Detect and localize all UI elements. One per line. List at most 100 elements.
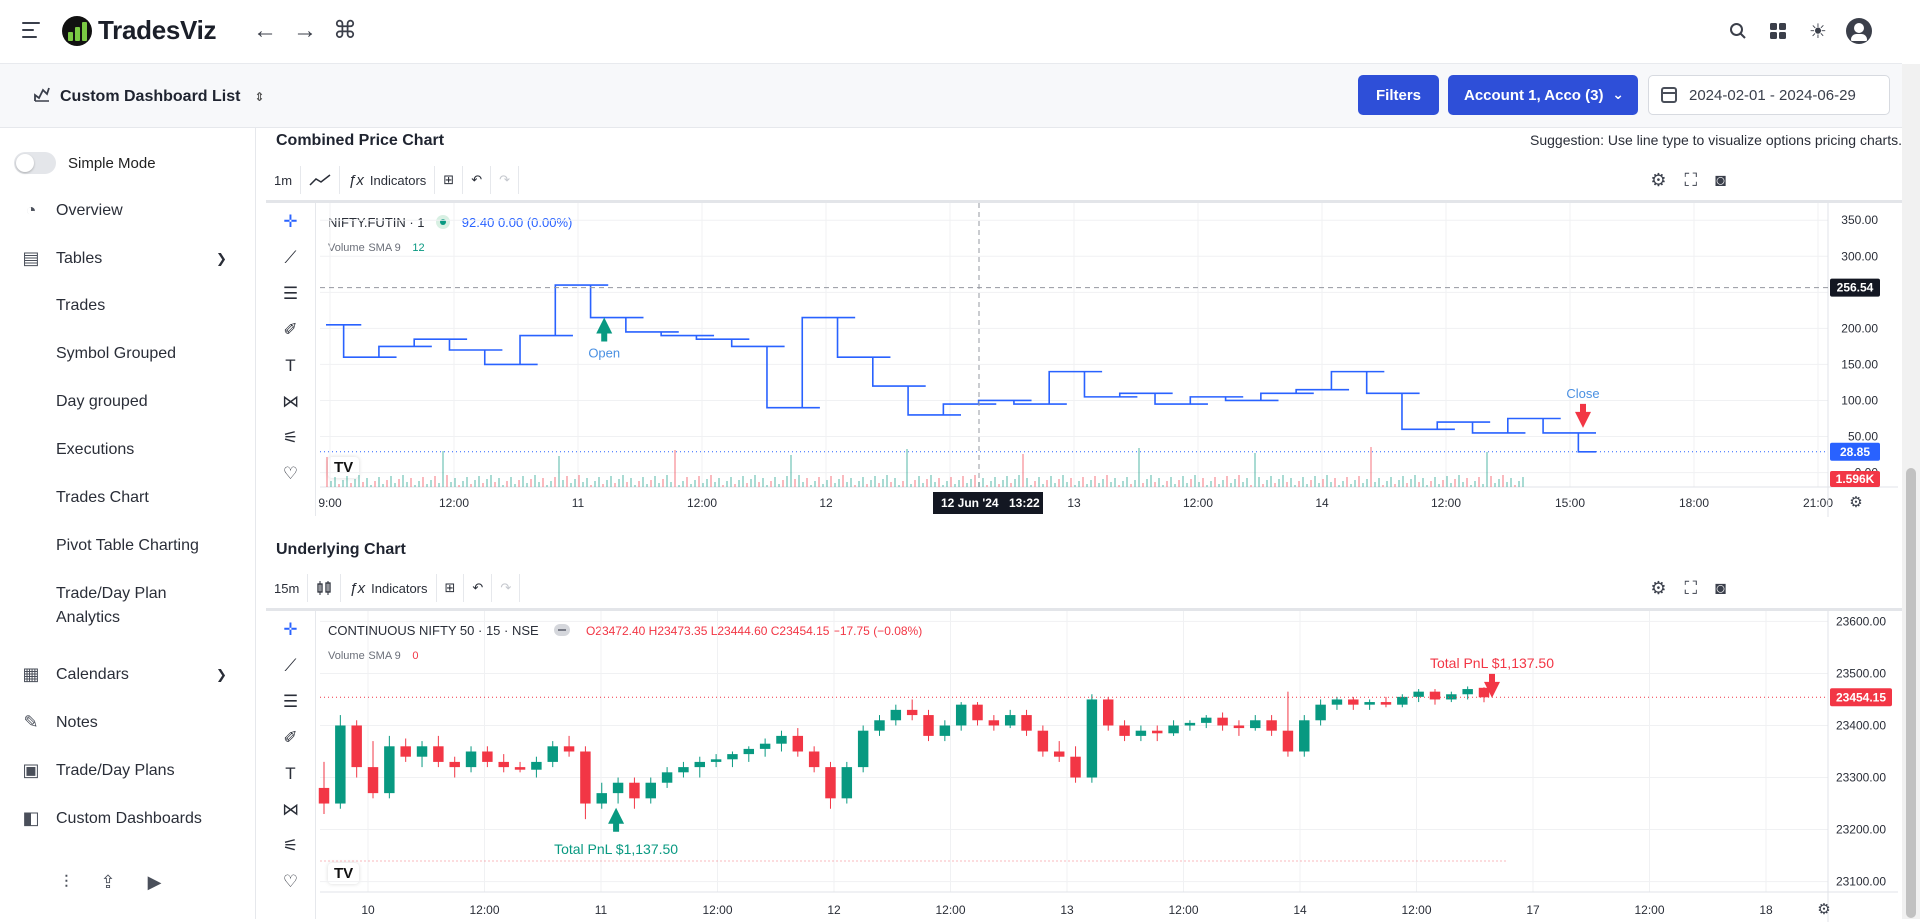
brush-icon[interactable]: ✐ (283, 728, 298, 747)
fullscreen-icon[interactable]: ⛶ (1684, 169, 1698, 190)
favorite-heart-icon[interactable]: ♡ (282, 872, 299, 891)
underlying-candlestick-chart[interactable]: 10 12:00 11 12:00 12 12:00 13 12:00 14 12:00 17 12:… (266, 611, 1902, 922)
upload-icon[interactable]: ⇪ (100, 872, 116, 892)
sidebar-item-tables[interactable]: ▤ Tables ❯ (20, 248, 256, 269)
theme-sun-icon[interactable]: ☀ (1809, 20, 1827, 43)
chart-suggestion: Suggestion: Use line type to visualize o… (1530, 132, 1902, 148)
redo-icon[interactable]: ↷ (492, 574, 521, 602)
sidebar-item-trades[interactable]: Trades (56, 297, 106, 314)
price-line (326, 284, 1596, 453)
indicators-button[interactable]: ƒx Indicators (340, 166, 436, 194)
date-range-picker[interactable]: 2024-02-01 - 2024-06-29 (1648, 75, 1890, 115)
menu-icon[interactable] (22, 22, 40, 40)
sidebar-item-notes[interactable]: ✎ Notes (20, 712, 97, 733)
filters-button[interactable]: Filters (1358, 75, 1439, 115)
text-tool-icon[interactable]: T (285, 764, 296, 783)
pattern-icon[interactable]: ⋈ (282, 392, 299, 411)
indicators-button[interactable]: ƒx Indicators (341, 574, 437, 602)
volume-bar (1130, 484, 1132, 487)
chart-type-candles-icon[interactable] (308, 574, 342, 602)
volume-bar (1310, 480, 1312, 487)
volume-bar (418, 481, 420, 487)
volume-bar (1466, 478, 1468, 487)
volume-bar (1434, 477, 1436, 487)
candle-body (890, 709, 902, 721)
price-label: 23454.15 (1836, 690, 1886, 704)
back-arrow-icon[interactable]: ← (253, 17, 277, 44)
drawing-toolbar: ✛ ⟋ ☰ ✐ T ⋈ ⚟ ♡ (266, 203, 316, 516)
camera-icon[interactable]: ◙ (1715, 577, 1726, 598)
sidebar-item-calendars[interactable]: ▦ Calendars ❯ (20, 664, 256, 685)
sidebar-item-symbol-grouped[interactable]: Symbol Grouped (56, 345, 177, 362)
volume-bar (1478, 477, 1480, 487)
volume-bar (1298, 481, 1300, 487)
volume-bar (514, 484, 516, 487)
combined-chart-frame[interactable]: ✛ ⟋ ☰ ✐ T ⋈ ⚟ ♡ NIFTY.FUTIN · 1 92.40 0.… (266, 200, 1902, 519)
price-label-box (1830, 442, 1880, 461)
sidebar-item-overview[interactable]: ◔ Overview (20, 200, 123, 221)
fullscreen-icon[interactable]: ⛶ (1684, 577, 1698, 598)
volume-bar (1358, 476, 1360, 487)
volume-bar (1162, 485, 1164, 487)
camera-icon[interactable]: ◙ (1715, 169, 1726, 190)
brush-icon[interactable]: ✐ (283, 320, 298, 339)
layout-grid-icon[interactable]: ⊞ (437, 574, 465, 602)
command-icon[interactable]: ⌘ (333, 17, 357, 44)
trendline-icon[interactable]: ⟋ (284, 656, 297, 675)
interval-button[interactable]: 1m (266, 166, 302, 194)
candle-body (727, 754, 738, 760)
volume-bar (1050, 476, 1052, 487)
app-logo[interactable]: TradesViz (62, 15, 217, 46)
trendline-icon[interactable]: ⟋ (284, 248, 297, 267)
combined-price-chart[interactable]: 9:0012:001112:001212:001312:001412:0015:… (266, 203, 1902, 519)
volume-bar (622, 475, 624, 487)
crosshair-icon[interactable]: ✛ (283, 212, 298, 231)
sidebar-item-executions[interactable]: Executions (56, 441, 135, 458)
search-icon[interactable] (1726, 19, 1750, 43)
sidebar-item-trade-day-plans[interactable]: ▣ Trade/Day Plans (20, 760, 174, 781)
undo-icon[interactable]: ↶ (464, 574, 493, 602)
volume-bar (954, 484, 956, 487)
page-scrollbar[interactable] (1902, 64, 1920, 919)
volume-bar (586, 478, 588, 487)
sliders-icon[interactable]: ⫶ (64, 872, 69, 892)
sidebar-item-trades-chart[interactable]: Trades Chart (56, 489, 149, 506)
volume-bar (570, 483, 572, 487)
simple-mode-toggle[interactable] (14, 152, 56, 174)
user-avatar-icon[interactable] (1846, 18, 1872, 44)
interval-button[interactable]: 15m (266, 574, 309, 602)
x-tick-label: 18 (1759, 903, 1773, 917)
scrollbar-thumb[interactable] (1906, 468, 1916, 918)
fib-lines-icon[interactable]: ☰ (282, 284, 299, 303)
volume-bar (1214, 477, 1216, 487)
candle-body (906, 709, 918, 716)
sma-label: SMA 9 (368, 650, 401, 662)
crosshair-icon[interactable]: ✛ (283, 620, 298, 639)
sidebar-item-custom-dashboards[interactable]: ◧ Custom Dashboards (20, 808, 201, 829)
sidebar-item-day-grouped[interactable]: Day grouped (56, 393, 148, 410)
measure-icon[interactable]: ⚟ (282, 428, 299, 447)
account-select-button[interactable]: Account 1, Acco (3) ⌄ (1448, 75, 1638, 115)
measure-icon[interactable]: ⚟ (282, 836, 299, 855)
pattern-icon[interactable]: ⋈ (282, 800, 299, 819)
forward-arrow-icon[interactable]: → (293, 17, 317, 44)
layout-grid-icon[interactable]: ⊞ (435, 166, 464, 194)
undo-icon[interactable]: ↶ (463, 166, 492, 194)
sidebar-item-trade-day-plan-analytics[interactable]: Trade/Day Plan Analytics (56, 585, 167, 626)
volume-bar (998, 484, 1000, 487)
apps-grid-icon[interactable] (1766, 19, 1790, 43)
chart-type-line-icon[interactable] (301, 166, 341, 194)
volume-bar (730, 477, 732, 487)
settings-gear-icon[interactable]: ⚙ (1650, 169, 1667, 190)
redo-icon[interactable]: ↷ (491, 166, 519, 194)
favorite-heart-icon[interactable]: ♡ (282, 464, 299, 483)
text-tool-icon[interactable]: T (285, 356, 296, 375)
sidebar-item-pivot-table-charting[interactable]: Pivot Table Charting (56, 537, 199, 554)
underlying-chart-frame[interactable]: ✛ ⟋ ☰ ✐ T ⋈ ⚟ ♡ CONTINUOUS NIFTY 50 · 15… (266, 608, 1902, 922)
collapse-icon[interactable] (554, 624, 571, 636)
custom-dashboard-list-selector[interactable]: Custom Dashboard List ⇕ (34, 86, 265, 107)
candle-body (531, 761, 542, 770)
fib-lines-icon[interactable]: ☰ (282, 692, 299, 711)
youtube-icon[interactable]: ▶ (147, 872, 162, 892)
settings-gear-icon[interactable]: ⚙ (1650, 577, 1667, 598)
